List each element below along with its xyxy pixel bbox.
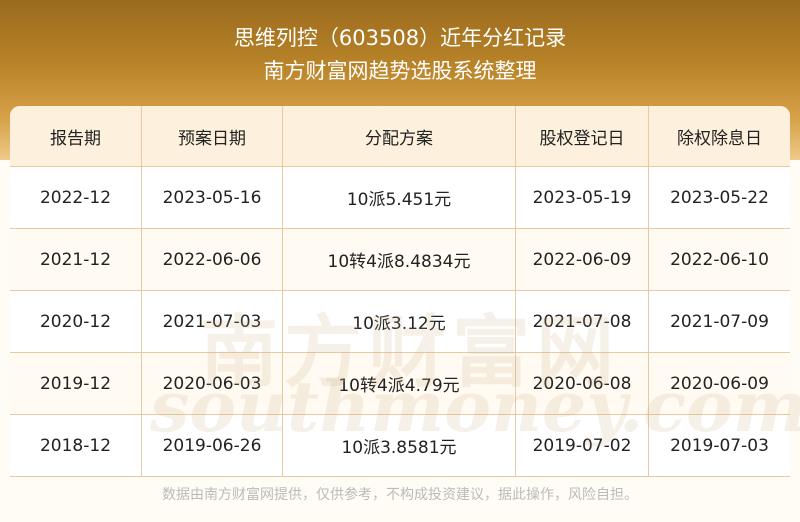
table-row: 2018-12 2019-06-26 10派3.8581元 2019-07-02 201… — [10, 415, 790, 477]
table-cell: 2022-06-09 — [516, 229, 649, 290]
table-cell: 2023-05-16 — [142, 167, 283, 228]
table-cell: 2021-07-08 — [516, 291, 649, 352]
page-subtitle: 南方财富网趋势选股系统整理 — [263, 59, 537, 83]
disclaimer: 数据由南方财富网提供，仅供参考，不构成投资建议，据此操作，风险自担。 — [162, 487, 638, 503]
table-row: 2019-12 2020-06-03 10转4派4.79元 2020-06-08 202… — [10, 353, 790, 415]
table-cell: 2020-12 — [10, 291, 142, 352]
table-row: 2021-12 2022-06-06 10转4派8.4834元 2022-06-09 2… — [10, 229, 790, 291]
table-cell: 2021-12 — [10, 229, 142, 290]
table-cell: 2023-05-22 — [670, 187, 769, 208]
table-cell: 10派3.8581元 — [283, 415, 516, 476]
table-cell: 2022-12 — [10, 167, 142, 228]
table-cell: 2019-06-26 — [142, 415, 283, 476]
table-cell: 2018-12 — [10, 415, 142, 476]
column-header: 股权登记日 — [516, 106, 649, 166]
column-header: 预案日期 — [142, 106, 283, 166]
column-header: 分配方案 — [283, 106, 516, 166]
table-cell: 2020-06-03 — [142, 353, 283, 414]
table-cell: 10转4派8.4834元 — [283, 229, 516, 290]
dividend-table: 报告期 预案日期 分配方案 股权登记日 除权除息日 2022-12 2023-05… — [10, 106, 790, 477]
table-cell: 2023-05-19 — [516, 167, 649, 228]
table-cell: 2021-07-03 — [142, 291, 283, 352]
table-cell: 2022-06-06 — [142, 229, 283, 290]
table-row: 2020-12 2021-07-03 10派3.12元 2021-07-08 2021-… — [10, 291, 790, 353]
table-cell: 2021-07-09 — [670, 311, 769, 332]
table-cell: 2020-06-09 — [670, 373, 769, 394]
column-header: 除权除息日 — [677, 128, 762, 149]
page-title: 思维列控（603508）近年分红记录 — [233, 26, 567, 50]
table-cell: 2019-07-03 — [670, 435, 769, 456]
table-header-row: 报告期 预案日期 分配方案 股权登记日 除权除息日 — [10, 106, 790, 167]
table-cell: 2019-12 — [10, 353, 142, 414]
table-cell: 10派5.451元 — [283, 167, 516, 228]
table-cell: 10转4派4.79元 — [283, 353, 516, 414]
table-cell: 10派3.12元 — [283, 291, 516, 352]
column-header: 报告期 — [10, 106, 142, 166]
table-cell: 2019-07-02 — [516, 415, 649, 476]
table-cell: 2022-06-10 — [670, 249, 769, 270]
table-cell: 2020-06-08 — [516, 353, 649, 414]
table-row: 2022-12 2023-05-16 10派5.451元 2023-05-19 2023… — [10, 167, 790, 229]
